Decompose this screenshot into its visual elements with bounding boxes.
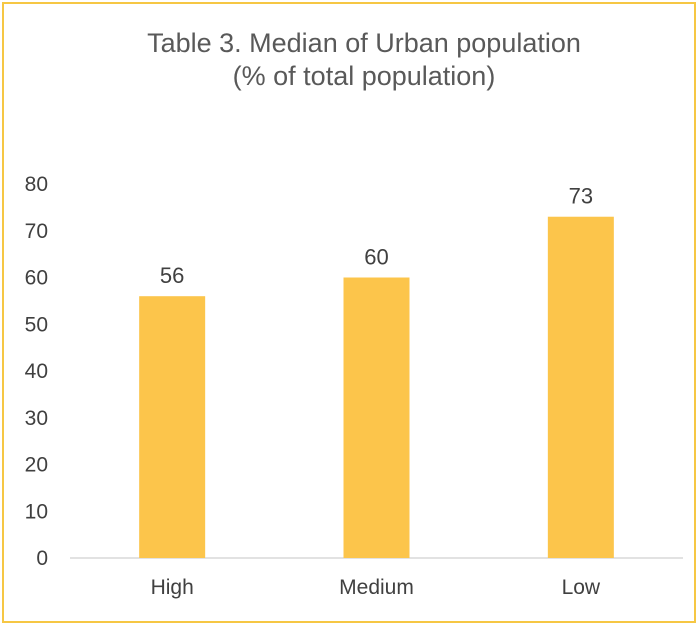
data-label: 73 [569, 184, 593, 209]
y-tick-label: 10 [25, 500, 48, 523]
y-tick-label: 20 [25, 454, 48, 477]
y-tick-label: 60 [25, 267, 48, 290]
y-tick-label: 80 [25, 173, 48, 196]
chart-title-line1: Table 3. Median of Urban population [147, 28, 581, 58]
y-tick-label: 70 [25, 220, 48, 243]
x-category-label: Medium [339, 576, 414, 599]
data-label: 56 [160, 263, 184, 288]
chart-title-line2: (% of total population) [233, 61, 496, 91]
y-tick-label: 0 [36, 547, 48, 570]
bar-high [139, 296, 206, 558]
y-tick-label: 40 [25, 360, 48, 383]
bar-medium [343, 277, 410, 558]
y-tick-label: 50 [25, 313, 48, 336]
bar-low [547, 216, 614, 558]
y-tick-label: 30 [25, 407, 48, 430]
data-label: 60 [364, 245, 388, 270]
x-category-label: High [151, 576, 194, 599]
x-category-label: Low [562, 576, 601, 599]
